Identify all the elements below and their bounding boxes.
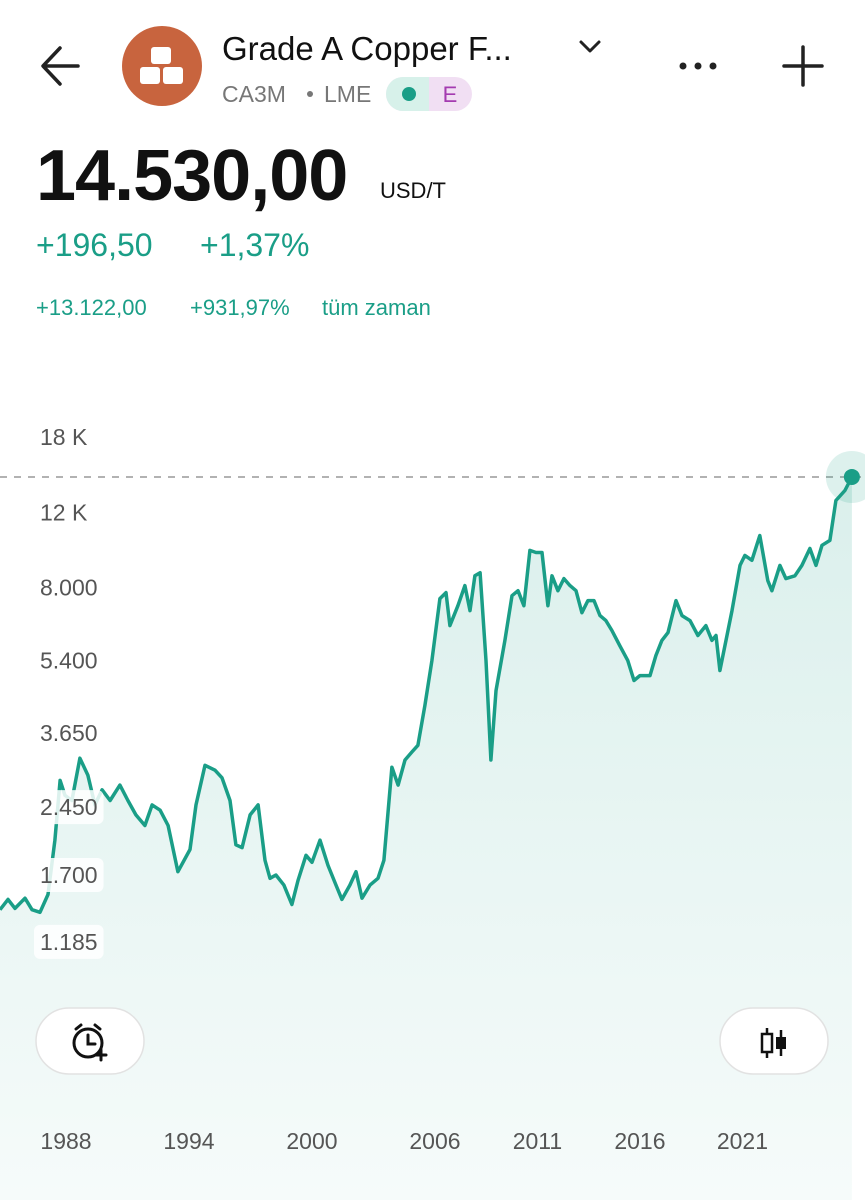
y-tick-label: 8.000 <box>40 575 98 601</box>
y-tick-background <box>34 716 104 751</box>
y-tick-label: 2.450 <box>40 794 98 820</box>
more-button[interactable] <box>679 62 717 70</box>
chart-type-button[interactable] <box>719 1007 829 1075</box>
back-button[interactable] <box>41 46 80 86</box>
status-badge <box>386 77 472 111</box>
x-tick-label: 1994 <box>163 1128 214 1154</box>
exchange: LME <box>324 81 371 107</box>
area <box>0 477 852 1200</box>
price-line <box>0 476 854 915</box>
y-tick-background <box>34 570 104 605</box>
last-point <box>843 468 860 485</box>
y-tick-label: 1.185 <box>40 929 98 955</box>
all-time-percent: +931,97% <box>190 295 290 320</box>
y-tick-background <box>34 495 94 530</box>
x-tick-label: 2011 <box>513 1128 562 1154</box>
unit: USD/T <box>380 178 446 203</box>
title[interactable]: Grade A Copper F... <box>222 30 512 67</box>
dropdown[interactable] <box>579 40 601 53</box>
x-tick-label: 2021 <box>717 1128 768 1154</box>
all-time-label: tüm zaman <box>322 295 431 320</box>
y-tick-background <box>34 420 94 455</box>
x-tick-label: 2016 <box>614 1128 665 1154</box>
x-tick-label: 2000 <box>286 1128 337 1154</box>
change: +196,50 <box>36 227 153 263</box>
badge-label: E <box>443 82 458 107</box>
chart: 18 K 12 K 8.000 5.400 3.650 2.450 1.700 1.185 19… <box>0 420 865 1200</box>
price: 14.530,00 <box>36 136 347 216</box>
separator <box>307 91 313 97</box>
y-tick-label: 12 K <box>40 499 88 525</box>
y-tick-background <box>34 790 104 825</box>
y-tick-background <box>34 857 104 892</box>
logo <box>122 26 202 106</box>
x-tick-label: 1988 <box>40 1128 91 1154</box>
y-tick-label: 18 K <box>40 424 88 450</box>
x-tick-label: 2006 <box>409 1128 460 1154</box>
symbol: CA3M <box>222 81 286 107</box>
change-percent: +1,37% <box>200 227 309 263</box>
y-tick-label: 1.700 <box>40 862 98 888</box>
y-tick-label: 3.650 <box>40 720 98 746</box>
y-tick-background <box>34 643 104 678</box>
alert-button[interactable] <box>35 1007 145 1075</box>
all-time-change: +13.122,00 <box>36 295 147 320</box>
y-tick-label: 5.400 <box>40 648 98 674</box>
add-button[interactable] <box>782 45 824 87</box>
y-tick-background <box>34 924 104 959</box>
